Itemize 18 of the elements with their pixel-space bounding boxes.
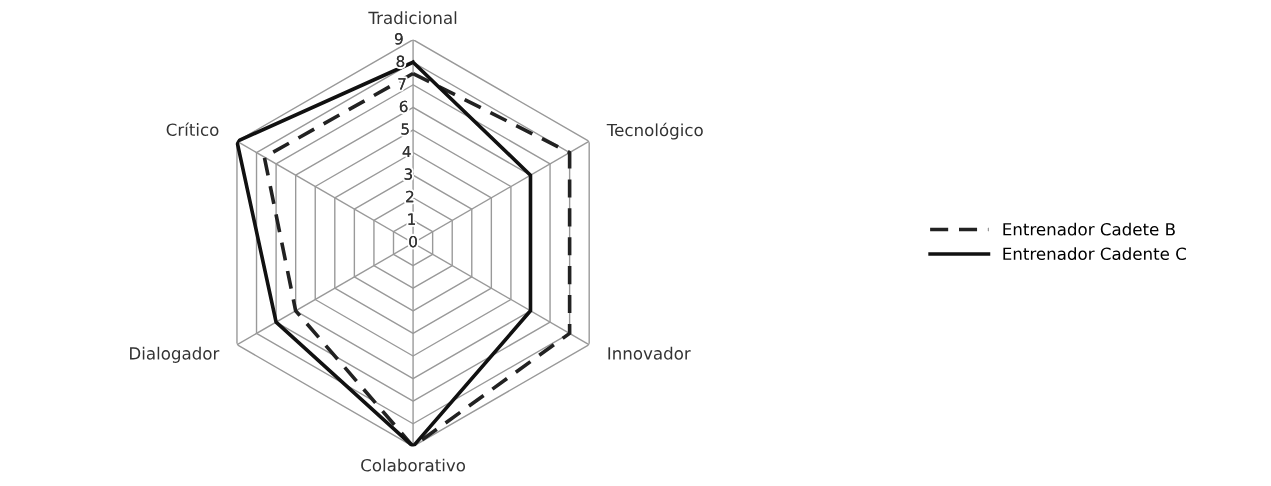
spoke-label: Colaborativo <box>361 458 466 472</box>
spoke-label: Tradicional <box>368 11 457 25</box>
spoke-label: Tecnológico <box>606 122 703 140</box>
y-tick-label: 4 <box>402 145 411 158</box>
y-tick-label: 7 <box>398 78 406 90</box>
y-tick-label: 6 <box>399 100 408 113</box>
spoke-label: Dialogador <box>130 346 220 363</box>
legend-label: Entrenador Cadete B <box>1003 222 1175 236</box>
y-tick-label: 0 <box>409 235 417 248</box>
legend-label: Entrenador Cadente C <box>1003 247 1186 261</box>
y-tick-label: 3 <box>404 168 412 180</box>
spoke-label: Crítico <box>166 122 219 136</box>
y-tick-label: 8 <box>396 55 405 68</box>
y-tick-label: 2 <box>406 190 414 203</box>
y-tick-label: 5 <box>401 123 409 135</box>
y-tick-label: 1 <box>408 213 415 225</box>
spoke-label: Innovador <box>608 346 691 360</box>
y-tick-label: 9 <box>394 33 403 45</box>
